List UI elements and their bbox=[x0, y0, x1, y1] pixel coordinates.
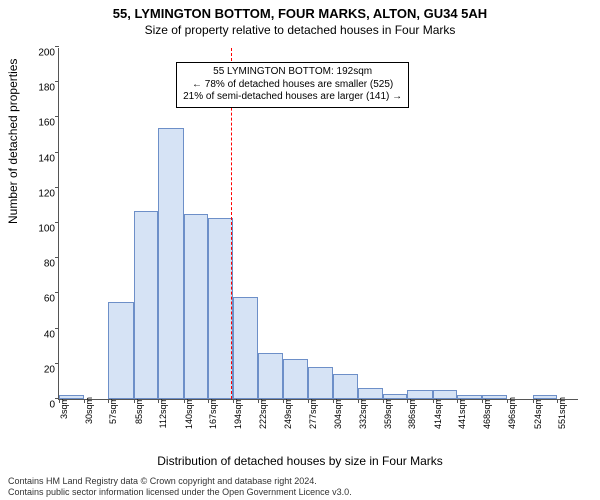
y-tick-label: 60 bbox=[23, 294, 55, 305]
histogram-bar bbox=[59, 395, 84, 399]
histogram-bar bbox=[457, 395, 482, 399]
x-tick-label: 140sqm bbox=[184, 397, 194, 429]
chart-title: 55, LYMINGTON BOTTOM, FOUR MARKS, ALTON,… bbox=[0, 6, 600, 21]
histogram-bar bbox=[208, 218, 233, 399]
histogram-bar bbox=[433, 390, 458, 399]
histogram-bar bbox=[533, 395, 558, 399]
y-tick-mark bbox=[55, 152, 59, 153]
y-tick-label: 0 bbox=[23, 400, 55, 411]
histogram-bar bbox=[383, 394, 408, 399]
y-tick-mark bbox=[55, 328, 59, 329]
annotation-box: 55 LYMINGTON BOTTOM: 192sqm← 78% of deta… bbox=[176, 62, 409, 108]
x-tick-label: 386sqm bbox=[407, 397, 417, 429]
histogram-bar bbox=[134, 211, 159, 399]
x-tick-label: 222sqm bbox=[258, 397, 268, 429]
y-tick-mark bbox=[55, 116, 59, 117]
histogram-bar bbox=[233, 297, 258, 399]
x-tick-label: 359sqm bbox=[383, 397, 393, 429]
y-tick-label: 40 bbox=[23, 329, 55, 340]
attribution-footer: Contains HM Land Registry data © Crown c… bbox=[8, 476, 352, 498]
y-tick-mark bbox=[55, 257, 59, 258]
y-tick-mark bbox=[55, 46, 59, 47]
x-tick-label: 249sqm bbox=[283, 397, 293, 429]
histogram-bar bbox=[333, 374, 358, 399]
y-tick-mark bbox=[55, 363, 59, 364]
x-tick-label: 194sqm bbox=[233, 397, 243, 429]
footer-line: Contains HM Land Registry data © Crown c… bbox=[8, 476, 352, 487]
y-tick-label: 200 bbox=[23, 48, 55, 59]
x-axis-label: Distribution of detached houses by size … bbox=[0, 454, 600, 468]
y-axis-label: Number of detached properties bbox=[6, 59, 20, 224]
x-tick-label: 112sqm bbox=[158, 397, 168, 428]
y-tick-label: 180 bbox=[23, 83, 55, 94]
x-tick-label: 167sqm bbox=[208, 397, 218, 429]
histogram-bar bbox=[283, 359, 308, 399]
histogram-chart: 0204060801001201401601802003sqm30sqm57sq… bbox=[58, 48, 578, 400]
y-tick-label: 20 bbox=[23, 364, 55, 375]
histogram-bar bbox=[108, 302, 133, 399]
chart-subtitle: Size of property relative to detached ho… bbox=[0, 23, 600, 37]
x-tick-label: 441sqm bbox=[457, 397, 467, 429]
x-tick-label: 524sqm bbox=[533, 397, 543, 429]
x-tick-label: 551sqm bbox=[557, 397, 567, 429]
histogram-bar bbox=[482, 395, 507, 399]
y-tick-mark bbox=[55, 81, 59, 82]
y-tick-label: 80 bbox=[23, 259, 55, 270]
histogram-bar bbox=[407, 390, 432, 399]
x-tick-label: 3sqm bbox=[59, 397, 69, 419]
x-tick-label: 332sqm bbox=[358, 397, 368, 429]
histogram-bar bbox=[358, 388, 383, 399]
annotation-line: ← 78% of detached houses are smaller (52… bbox=[183, 79, 402, 92]
y-tick-label: 160 bbox=[23, 118, 55, 129]
chart-title-block: 55, LYMINGTON BOTTOM, FOUR MARKS, ALTON,… bbox=[0, 0, 600, 37]
y-tick-label: 100 bbox=[23, 224, 55, 235]
x-tick-label: 468sqm bbox=[482, 397, 492, 429]
x-tick-label: 496sqm bbox=[507, 397, 517, 429]
y-tick-label: 120 bbox=[23, 188, 55, 199]
histogram-bar bbox=[258, 353, 283, 399]
x-tick-label: 30sqm bbox=[84, 397, 94, 424]
y-tick-mark bbox=[55, 187, 59, 188]
annotation-line: 55 LYMINGTON BOTTOM: 192sqm bbox=[183, 66, 402, 79]
x-tick-label: 85sqm bbox=[134, 397, 144, 424]
x-tick-label: 57sqm bbox=[108, 397, 118, 424]
footer-line: Contains public sector information licen… bbox=[8, 487, 352, 498]
annotation-line: 21% of semi-detached houses are larger (… bbox=[183, 91, 402, 104]
histogram-bar bbox=[308, 367, 333, 399]
x-tick-label: 277sqm bbox=[308, 397, 318, 429]
y-tick-label: 140 bbox=[23, 153, 55, 164]
x-tick-label: 414sqm bbox=[433, 397, 443, 429]
x-tick-label: 304sqm bbox=[333, 397, 343, 429]
histogram-bar bbox=[184, 214, 209, 399]
y-tick-mark bbox=[55, 222, 59, 223]
histogram-bar bbox=[158, 128, 183, 399]
y-tick-mark bbox=[55, 292, 59, 293]
